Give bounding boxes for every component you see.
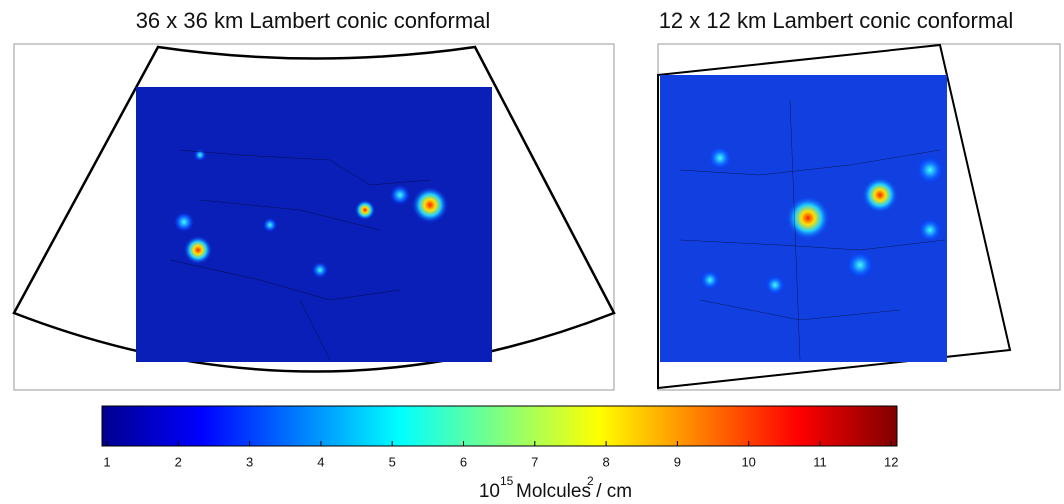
hotspots [174, 149, 448, 278]
colorbar-label-base: 10 [479, 481, 500, 502]
tick-label: 3 [246, 454, 253, 469]
panel-title: 12 x 12 km Lambert conic conformal [659, 8, 1014, 33]
tick-label: 7 [531, 454, 538, 469]
tick-label: 12 [884, 454, 898, 469]
colorbar: 10 15 Molcules / cm 2 1 2 3 4 5 6 7 8 9 10 11 12 [101, 405, 899, 502]
tick-label: 11 [813, 454, 827, 469]
colorbar-label-unit: Molcules / cm [516, 481, 632, 502]
hotspots [700, 146, 944, 295]
tick-label: 8 [602, 454, 609, 469]
colorbar-gradient [101, 405, 898, 447]
tick-label: 2 [175, 454, 182, 469]
axes-box [13, 43, 615, 391]
tick-label: 9 [674, 454, 681, 469]
data-field [136, 87, 492, 362]
tick-label: 10 [741, 454, 755, 469]
colorbar-label-exponent: 15 [500, 474, 514, 488]
tick-label: 5 [389, 454, 396, 469]
colorbar-label-unit-exponent: 2 [587, 474, 594, 488]
tick-label: 1 [103, 454, 110, 469]
borders [679, 99, 946, 361]
panel-1: 36 x 36 km Lambert conic conformal [12, 8, 616, 391]
borders [169, 149, 431, 361]
tick-label: 6 [460, 454, 467, 469]
panel-2: 12 x 12 km Lambert conic conformal [657, 8, 1061, 391]
panel-title: 36 x 36 km Lambert conic conformal [136, 8, 491, 33]
tick-label: 4 [317, 454, 324, 469]
